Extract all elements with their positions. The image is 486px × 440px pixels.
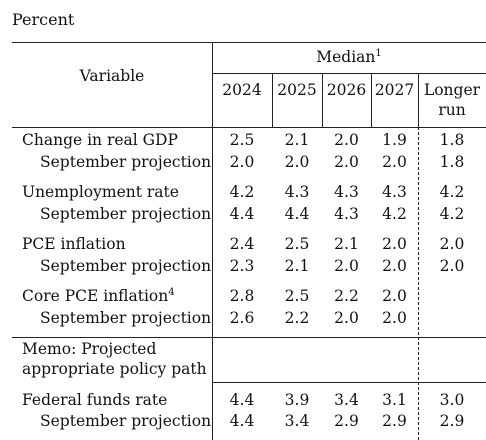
row-0-label: Change in real GDP — [22, 131, 178, 149]
row-5-label: September projection — [40, 257, 211, 275]
policy-row-1-label: September projection — [40, 412, 211, 430]
row-6-value-2: 2.2 — [334, 287, 359, 305]
row-0-value-4: 1.8 — [439, 131, 465, 149]
row-3-value-3: 4.2 — [382, 205, 407, 223]
row-2-value-3: 4.3 — [382, 183, 407, 201]
variable-column-divider — [212, 42, 213, 440]
policy-row-0-value-3: 3.1 — [382, 391, 407, 409]
year-header-2025: 2025 — [277, 81, 317, 99]
row-7-value-1: 2.2 — [284, 309, 310, 327]
longer-run-dashed-divider — [418, 127, 419, 440]
policy-row-1-value-3: 2.9 — [382, 412, 407, 430]
policy-row-1-value-4: 2.9 — [439, 412, 465, 430]
policy-row-0-label: Federal funds rate — [22, 391, 167, 409]
row-1-value-3: 2.0 — [382, 153, 407, 171]
unit-label: Percent — [12, 10, 75, 29]
row-1-value-1: 2.0 — [284, 153, 310, 171]
policy-row-1-value-1: 3.4 — [284, 412, 310, 430]
row-1-value-2: 2.0 — [334, 153, 359, 171]
row-3-value-0: 4.4 — [229, 205, 255, 223]
row-2-value-2: 4.3 — [334, 183, 359, 201]
row-5-value-0: 2.3 — [229, 257, 255, 275]
row-1-value-0: 2.0 — [229, 153, 255, 171]
policy-row-1-label-text: September projection — [40, 412, 212, 430]
year-divider-2025 — [272, 73, 273, 127]
row-7-label-text: September projection — [40, 309, 212, 327]
longer-run-header-line1: Longer — [423, 81, 481, 99]
row-1-value-4: 1.8 — [439, 153, 465, 171]
row-2-value-1: 4.3 — [284, 183, 310, 201]
row-4-label: PCE inflation — [22, 235, 126, 253]
policy-row-0-value-2: 3.4 — [334, 391, 359, 409]
row-4-label-text: PCE inflation — [22, 235, 126, 253]
row-4-value-3: 2.0 — [382, 235, 407, 253]
row-6-label-text: Core PCE inflation — [22, 287, 169, 305]
memo-line2: appropriate policy path — [22, 360, 207, 378]
median-rule — [212, 73, 486, 74]
row-3-label-text: September projection — [40, 205, 212, 223]
policy-row-0-value-4: 3.0 — [439, 391, 465, 409]
memo-bottom-rule — [212, 382, 486, 383]
longer-run-divider — [418, 73, 419, 127]
row-5-value-1: 2.1 — [284, 257, 310, 275]
policy-row-0-value-0: 4.4 — [229, 391, 255, 409]
row-0-label-text: Change in real GDP — [22, 131, 178, 149]
row-0-value-3: 1.9 — [382, 131, 407, 149]
row-4-value-2: 2.1 — [334, 235, 359, 253]
policy-row-1-value-2: 2.9 — [334, 412, 359, 430]
year-divider-2026 — [322, 73, 323, 127]
policy-row-0-label-text: Federal funds rate — [22, 391, 168, 409]
year-divider-2027 — [371, 73, 372, 127]
row-3-value-4: 4.2 — [439, 205, 465, 223]
year-header-2024: 2024 — [222, 81, 262, 99]
year-header-2027: 2027 — [374, 81, 415, 99]
row-5-value-4: 2.0 — [439, 257, 465, 275]
memo-top-rule — [12, 337, 486, 338]
row-6-footnote-mark: 4 — [168, 287, 175, 298]
table-top-rule — [12, 42, 486, 43]
variable-header: Variable — [79, 67, 145, 85]
row-0-value-2: 2.0 — [334, 131, 359, 149]
row-2-value-0: 4.2 — [229, 183, 255, 201]
row-2-value-4: 4.2 — [439, 183, 465, 201]
row-1-label: September projection — [40, 153, 211, 171]
row-4-value-0: 2.4 — [229, 235, 255, 253]
row-5-value-2: 2.0 — [334, 257, 359, 275]
median-label: Median — [316, 48, 376, 66]
row-3-value-1: 4.4 — [284, 205, 310, 223]
row-6-value-1: 2.5 — [284, 287, 310, 305]
row-6-value-3: 2.0 — [382, 287, 407, 305]
longer-run-header-line2: run — [438, 101, 466, 119]
row-7-value-3: 2.0 — [382, 309, 407, 327]
median-header: Median1 — [212, 48, 486, 66]
row-7-value-2: 2.0 — [334, 309, 359, 327]
row-0-value-1: 2.1 — [284, 131, 310, 149]
row-6-value-0: 2.8 — [229, 287, 255, 305]
row-5-value-3: 2.0 — [382, 257, 407, 275]
median-footnote-mark: 1 — [375, 48, 382, 59]
row-2-label: Unemployment rate — [22, 183, 179, 201]
row-6-label: Core PCE inflation4 — [22, 287, 175, 305]
row-4-value-4: 2.0 — [439, 235, 465, 253]
memo-line1: Memo: Projected — [22, 340, 157, 358]
row-4-value-1: 2.5 — [284, 235, 310, 253]
row-2-label-text: Unemployment rate — [22, 183, 179, 201]
row-3-value-2: 4.3 — [334, 205, 359, 223]
row-0-value-0: 2.5 — [229, 131, 255, 149]
policy-row-1-value-0: 4.4 — [229, 412, 255, 430]
header-bottom-rule — [12, 127, 486, 128]
row-7-value-0: 2.6 — [229, 309, 255, 327]
policy-row-0-value-1: 3.9 — [284, 391, 310, 409]
row-3-label: September projection — [40, 205, 211, 223]
row-7-label: September projection — [40, 309, 211, 327]
year-header-2026: 2026 — [326, 81, 367, 99]
row-5-label-text: September projection — [40, 257, 212, 275]
row-1-label-text: September projection — [40, 153, 212, 171]
